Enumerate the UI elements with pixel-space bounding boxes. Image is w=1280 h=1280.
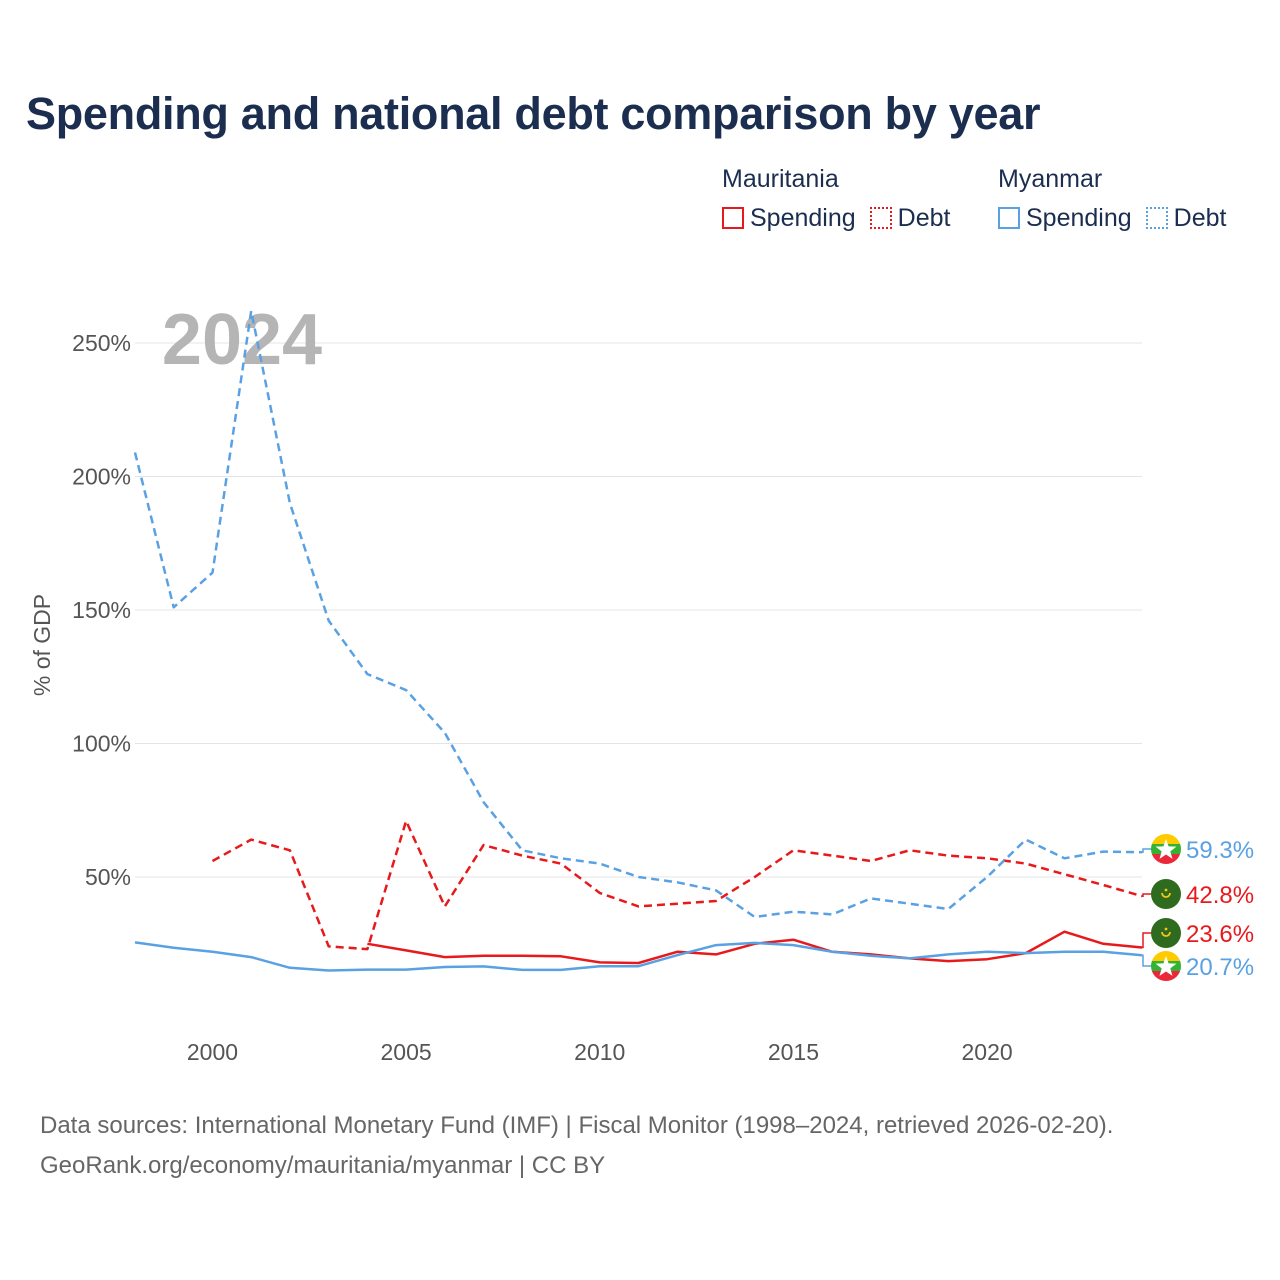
legend-group-mauritania: Mauritania Spending Debt <box>722 160 964 238</box>
footer: Data sources: International Monetary Fun… <box>40 1106 1113 1186</box>
chart-area: 50%100%150%200%250%2000 2005 2010 2015 2020 … <box>29 300 1254 1065</box>
y-tick-label: 100% <box>72 731 131 757</box>
legend-country-myanmar: Myanmar <box>998 165 1103 193</box>
legend-country-mauritania: Mauritania <box>722 165 839 193</box>
myanmar-flag-icon <box>1151 834 1181 864</box>
attribution-link[interactable]: GeoRank.org/economy/mauritania/myanmar |… <box>40 1152 606 1179</box>
legend-label: Spending <box>1026 203 1132 232</box>
x-tick-label: 2015 <box>768 1039 819 1065</box>
data-source-text: Data sources: International Monetary Fun… <box>40 1112 1114 1139</box>
y-tick-label: 50% <box>85 864 131 890</box>
series-line-myanmar-spending <box>134 941 1143 972</box>
legend-item-myanmar-debt[interactable]: Debt <box>1145 203 1227 233</box>
legend-item-mauritania-spending[interactable]: Spending <box>722 204 856 233</box>
axis-ticks: 50% 100% 150% 200% 250% 2000 2005 2010 2015 2020 <box>72 330 1012 1065</box>
legend-item-myanmar-spending[interactable]: Spending <box>998 204 1132 233</box>
x-tick-label: 2020 <box>961 1039 1012 1065</box>
chart-title: Spending and national debt comparison by… <box>26 88 1041 139</box>
y-axis-label: % of GDP <box>29 594 55 696</box>
y-tick-label: 150% <box>72 597 131 623</box>
legend-label: Spending <box>750 203 856 232</box>
myanmar-flag-icon <box>1151 951 1181 981</box>
end-leader <box>1142 954 1152 967</box>
end-leader <box>1142 848 1152 853</box>
series-line-myanmar-debt <box>133 309 1143 919</box>
end-leader <box>1142 893 1152 897</box>
x-tick-label: 2005 <box>381 1039 432 1065</box>
end-value-label: 20.7% <box>1186 954 1254 981</box>
legend-label: Debt <box>1173 203 1227 232</box>
mauritania-flag-icon <box>1151 879 1181 909</box>
legend-swatch-solid-icon <box>998 207 1020 229</box>
end-value-label: 42.8% <box>1186 882 1254 909</box>
end-value-label: 59.3% <box>1186 837 1254 864</box>
y-tick-label: 250% <box>72 330 131 356</box>
legend-swatch-dotted-icon <box>1145 207 1168 229</box>
legend-swatch-solid-icon <box>722 207 744 229</box>
legend-item-mauritania-debt[interactable]: Debt <box>869 203 951 233</box>
series-lines <box>133 309 1143 972</box>
legend-label: Debt <box>897 203 951 232</box>
mauritania-flag-icon <box>1151 918 1181 948</box>
end-labels: 42.8% 23.6% 59.3% 20.7% <box>1142 834 1254 981</box>
x-tick-label: 2010 <box>574 1039 625 1065</box>
gridlines <box>135 342 1142 878</box>
series-line-mauritania-debt <box>211 819 1143 951</box>
y-tick-label: 200% <box>72 464 131 490</box>
legend-group-myanmar: Myanmar Spending Debt <box>998 160 1240 238</box>
x-tick-label: 2000 <box>187 1039 238 1065</box>
end-value-label: 23.6% <box>1186 921 1254 948</box>
series-line-mauritania-spending <box>367 930 1143 965</box>
end-leader <box>1142 932 1152 949</box>
legend-swatch-dotted-icon <box>869 207 892 229</box>
